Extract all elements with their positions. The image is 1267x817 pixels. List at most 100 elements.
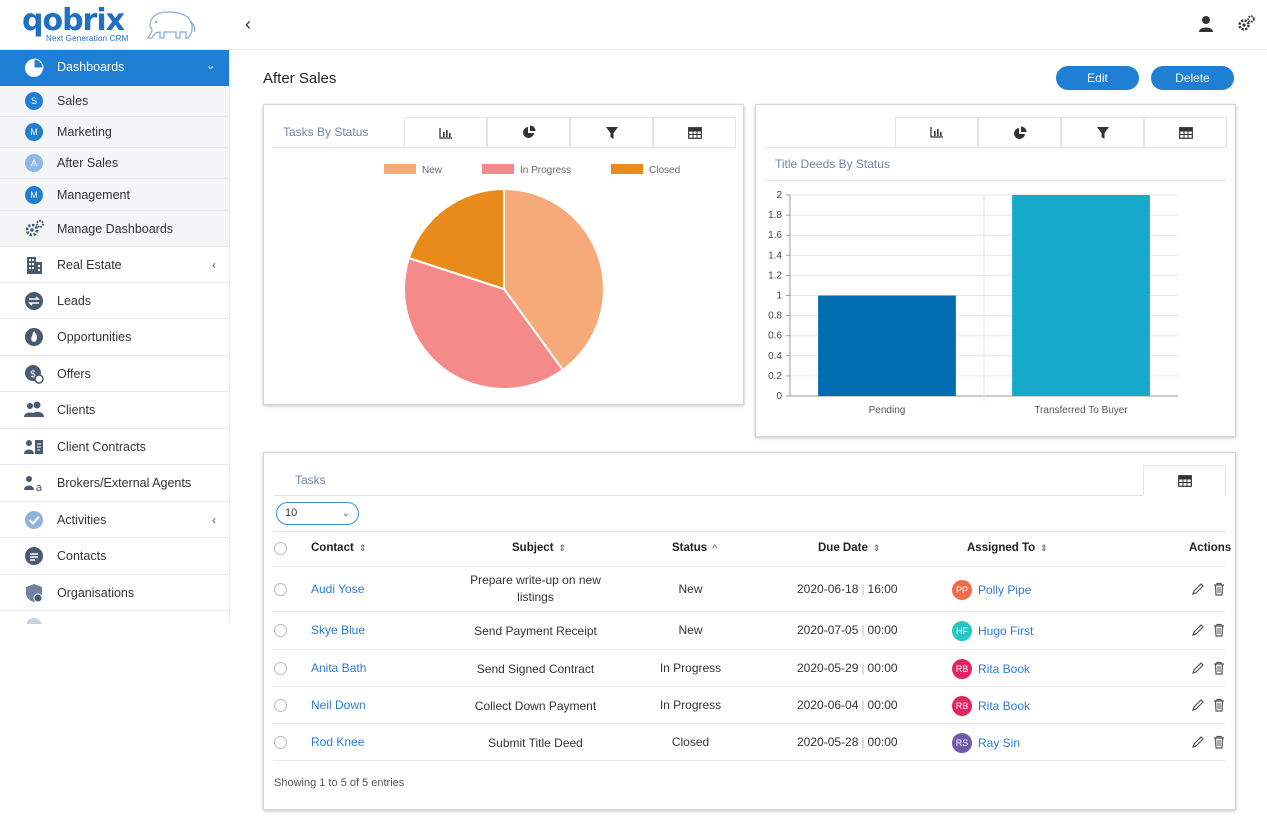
- column-header-subject[interactable]: Subject ⇕: [512, 542, 567, 554]
- assignee-link[interactable]: Rita Book: [978, 662, 1031, 676]
- edit-button[interactable]: Edit: [1056, 66, 1139, 90]
- status-cell: New: [678, 582, 703, 596]
- subject-cell: Send Signed Contract: [476, 662, 595, 676]
- sidebar-subitem-after-sales[interactable]: A After Sales: [0, 148, 229, 179]
- assignee-link[interactable]: Polly Pipe: [978, 583, 1032, 597]
- sidebar-item-real-estate[interactable]: Real Estate ‹: [0, 247, 229, 283]
- trash-icon: [1214, 582, 1224, 596]
- table-header: Contact ⇕ Subject ⇕ Status ^ Due Date ⇕ Assi…: [273, 531, 1231, 567]
- row-select-radio[interactable]: [274, 624, 287, 637]
- avatar: RS: [952, 733, 972, 753]
- sidebar-item-offers[interactable]: $ Offers: [0, 356, 229, 392]
- user-icon[interactable]: [1196, 14, 1216, 34]
- delete-button[interactable]: Delete: [1151, 66, 1234, 90]
- sidebar-item-manage-dashboards[interactable]: Manage Dashboards: [0, 211, 229, 247]
- svg-text:a: a: [36, 481, 43, 493]
- sidebar-item-contacts[interactable]: Contacts: [0, 538, 229, 575]
- contact-link[interactable]: Skye Blue: [311, 623, 366, 637]
- delete-action[interactable]: [1213, 582, 1225, 596]
- title-deeds-by-status-card: Title Deeds By Status 0 0.2 0.4 0.6 0.8 1 1.2 1…: [755, 104, 1236, 437]
- assignee-link[interactable]: Rita Book: [978, 699, 1031, 713]
- tab-table[interactable]: [1143, 465, 1226, 496]
- row-select-radio[interactable]: [274, 699, 287, 712]
- sidebar-item-clients[interactable]: Clients: [0, 392, 229, 429]
- select-all-radio[interactable]: [274, 542, 287, 555]
- collapse-sidebar-button[interactable]: ‹: [245, 14, 251, 34]
- building-icon: [23, 254, 45, 276]
- tab-table[interactable]: [1144, 117, 1227, 147]
- table-row[interactable]: Audi Yose Prepare write-up on new listin…: [273, 567, 1225, 612]
- column-header-status[interactable]: Status ^: [672, 542, 718, 554]
- pie-slice[interactable]: [503, 187, 605, 372]
- sidebar-item-leads[interactable]: Leads: [0, 283, 229, 319]
- sidebar-item-label: Clients: [57, 403, 96, 417]
- legend-swatch[interactable]: [384, 164, 416, 174]
- contact-link[interactable]: Audi Yose: [311, 582, 365, 596]
- page-size-value: 10: [285, 507, 298, 519]
- logo[interactable]: qobrix Next Generation CRM: [22, 6, 202, 44]
- sidebar-item-dashboards[interactable]: Dashboards ⌄: [0, 50, 229, 86]
- y-tick-label: 0.2: [768, 371, 782, 382]
- contact-link[interactable]: Anita Bath: [311, 661, 367, 675]
- table-row[interactable]: Anita Bath Send Signed Contract In Progr…: [273, 650, 1225, 687]
- delete-action[interactable]: [1213, 661, 1225, 675]
- row-select-radio[interactable]: [274, 736, 287, 749]
- bar[interactable]: [818, 295, 956, 397]
- assignee-link[interactable]: Ray Sin: [978, 736, 1021, 750]
- edit-action[interactable]: [1191, 623, 1205, 637]
- column-header-due-date[interactable]: Due Date ⇕: [818, 542, 881, 554]
- assignee-link[interactable]: Hugo First: [978, 624, 1034, 638]
- sidebar-item-client-contracts[interactable]: Client Contracts: [0, 429, 229, 465]
- table-row[interactable]: Rod Knee Submit Title Deed Closed 2020-0…: [273, 724, 1225, 761]
- tab-table[interactable]: [653, 117, 736, 147]
- users-icon: [23, 399, 45, 421]
- sidebar-subitem-sales[interactable]: S Sales: [0, 86, 229, 117]
- edit-action[interactable]: [1191, 582, 1205, 596]
- card-title: Tasks: [295, 473, 326, 487]
- sidebar-item-activities[interactable]: Activities ‹: [0, 502, 229, 538]
- sort-icon: ⇕: [558, 542, 567, 553]
- legend-swatch[interactable]: [482, 164, 514, 174]
- assignee-cell: HF Hugo First: [952, 621, 1033, 641]
- tab-filter[interactable]: [570, 117, 653, 147]
- settings-gears-icon[interactable]: [1236, 14, 1256, 34]
- edit-action[interactable]: [1191, 661, 1205, 675]
- status-cell: In Progress: [659, 698, 722, 712]
- column-header-contact[interactable]: Contact ⇕: [311, 542, 367, 554]
- table-row[interactable]: Skye Blue Send Payment Receipt New 2020-…: [273, 612, 1225, 650]
- pie-chart-icon: [25, 58, 44, 77]
- delete-action[interactable]: [1213, 735, 1225, 749]
- sidebar-item-label: Brokers/External Agents: [57, 476, 192, 490]
- contact-link[interactable]: Neil Down: [311, 698, 366, 712]
- management-badge-icon: M: [25, 185, 43, 204]
- tab-pie-chart[interactable]: [978, 117, 1061, 147]
- legend-swatch[interactable]: [611, 164, 643, 174]
- tab-pie-chart[interactable]: [487, 117, 570, 147]
- tab-bar-chart[interactable]: [895, 117, 978, 147]
- divider: [274, 495, 1143, 496]
- edit-action[interactable]: [1191, 735, 1205, 749]
- pencil-icon: [1192, 583, 1204, 595]
- tab-filter[interactable]: [1061, 117, 1144, 147]
- row-select-radio[interactable]: [274, 583, 287, 596]
- pie-slice[interactable]: [403, 256, 565, 390]
- edit-action[interactable]: [1191, 698, 1205, 712]
- x-tick-label: Transferred To Buyer: [1034, 405, 1128, 416]
- column-header-assigned-to[interactable]: Assigned To ⇕: [967, 542, 1048, 554]
- delete-action[interactable]: [1213, 698, 1225, 712]
- sidebar-item-brokers[interactable]: a Brokers/External Agents: [0, 465, 229, 502]
- tab-bar-chart[interactable]: [404, 117, 487, 147]
- row-select-radio[interactable]: [274, 662, 287, 675]
- avatar: HF: [952, 621, 972, 641]
- page-size-select[interactable]: 10 ⌄: [276, 502, 359, 525]
- contact-link[interactable]: Rod Knee: [311, 735, 365, 749]
- pie-slice[interactable]: [407, 187, 505, 291]
- sort-asc-icon: ^: [712, 543, 718, 553]
- sidebar-item-organisations[interactable]: Organisations: [0, 575, 229, 611]
- sidebar-subitem-marketing[interactable]: M Marketing: [0, 117, 229, 148]
- bar[interactable]: [1012, 195, 1150, 396]
- delete-action[interactable]: [1213, 623, 1225, 637]
- sidebar-subitem-management[interactable]: M Management: [0, 179, 229, 211]
- table-row[interactable]: Neil Down Collect Down Payment In Progre…: [273, 687, 1225, 724]
- sidebar-item-opportunities[interactable]: Opportunities: [0, 319, 229, 356]
